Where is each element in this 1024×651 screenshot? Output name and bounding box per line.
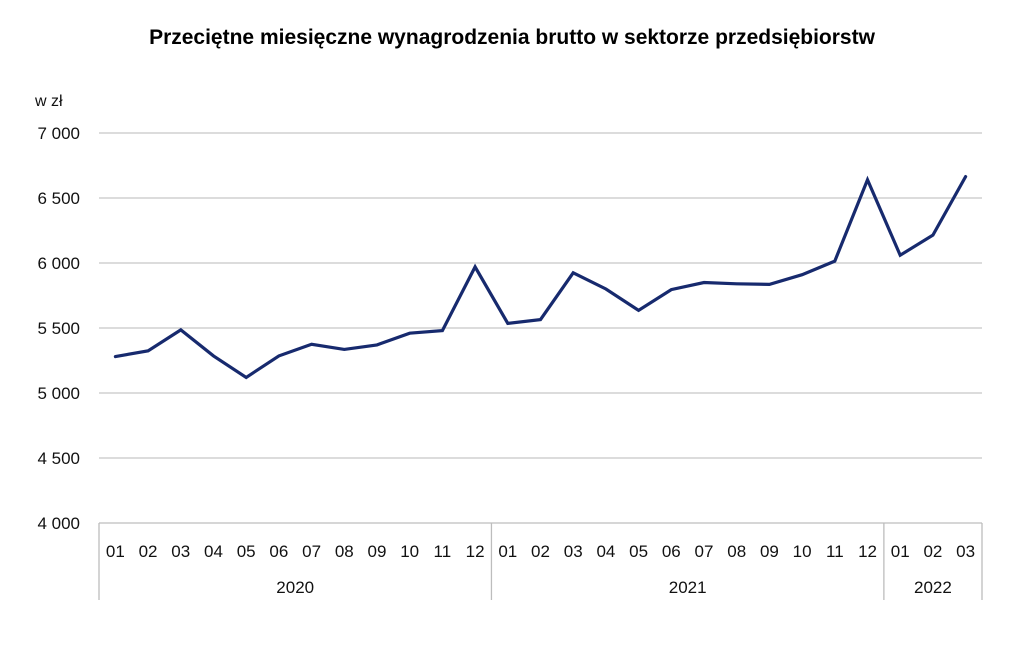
data-point <box>866 178 870 182</box>
data-point <box>506 321 510 325</box>
y-tick-label: 4 000 <box>37 514 80 533</box>
data-point <box>473 265 477 269</box>
data-point <box>539 318 543 322</box>
data-point <box>440 329 444 333</box>
month-tick-label: 09 <box>760 542 779 561</box>
y-axis-label: w zł <box>34 93 63 110</box>
data-point <box>408 331 412 335</box>
data-point <box>833 259 837 263</box>
month-tick-label: 04 <box>596 542 615 561</box>
chart-title: Przeciętne miesięczne wynagrodzenia brut… <box>149 26 875 49</box>
data-point <box>800 273 804 277</box>
month-tick-label: 07 <box>302 542 321 561</box>
data-point <box>277 354 281 358</box>
month-tick-label: 10 <box>793 542 812 561</box>
month-tick-label: 11 <box>826 542 844 561</box>
data-point <box>375 343 379 347</box>
month-tick-label: 08 <box>727 542 746 561</box>
data-point <box>571 271 575 275</box>
data-point <box>637 308 641 312</box>
month-tick-label: 01 <box>498 542 517 561</box>
data-point <box>179 328 183 332</box>
data-point <box>898 253 902 257</box>
month-tick-label: 01 <box>891 542 910 561</box>
data-point <box>146 349 150 353</box>
y-tick-label: 7 000 <box>37 124 80 143</box>
data-point <box>244 375 248 379</box>
year-label: 2022 <box>914 578 952 597</box>
month-tick-label: 12 <box>466 542 485 561</box>
month-tick-label: 07 <box>695 542 714 561</box>
month-tick-label: 10 <box>400 542 419 561</box>
data-point <box>767 282 771 286</box>
month-tick-label: 02 <box>139 542 158 561</box>
data-point <box>310 342 314 346</box>
month-tick-label: 02 <box>923 542 942 561</box>
data-point <box>931 233 935 237</box>
month-tick-label: 12 <box>858 542 877 561</box>
month-tick-label: 11 <box>434 542 452 561</box>
month-tick-label: 05 <box>629 542 648 561</box>
month-tick-label: 01 <box>106 542 125 561</box>
data-point <box>702 281 706 285</box>
month-tick-label: 09 <box>368 542 387 561</box>
year-label: 2020 <box>276 578 314 597</box>
month-tick-label: 06 <box>662 542 681 561</box>
month-tick-label: 02 <box>531 542 550 561</box>
gridlines <box>99 132 982 459</box>
data-point <box>669 288 673 292</box>
data-point <box>964 175 968 179</box>
data-point <box>342 347 346 351</box>
month-tick-label: 04 <box>204 542 223 561</box>
y-tick-label: 6 500 <box>37 189 80 208</box>
month-tick-label: 03 <box>564 542 583 561</box>
year-label: 2021 <box>669 578 707 597</box>
data-point <box>735 282 739 286</box>
series-line <box>113 175 968 380</box>
data-point <box>113 355 117 359</box>
data-point <box>211 354 215 358</box>
data-point <box>604 287 608 291</box>
month-tick-label: 03 <box>956 542 975 561</box>
y-tick-label: 5 500 <box>37 319 80 338</box>
month-tick-label: 05 <box>237 542 256 561</box>
y-tick-label: 6 000 <box>37 254 80 273</box>
y-tick-label: 5 000 <box>37 384 80 403</box>
month-tick-label: 03 <box>171 542 190 561</box>
month-tick-label: 08 <box>335 542 354 561</box>
y-tick-label: 4 500 <box>37 449 80 468</box>
month-tick-label: 06 <box>269 542 288 561</box>
series-line-layer <box>113 175 968 380</box>
y-axis-ticks: 4 000 4 500 5 000 5 500 6 000 6 500 7 000 <box>37 124 80 533</box>
